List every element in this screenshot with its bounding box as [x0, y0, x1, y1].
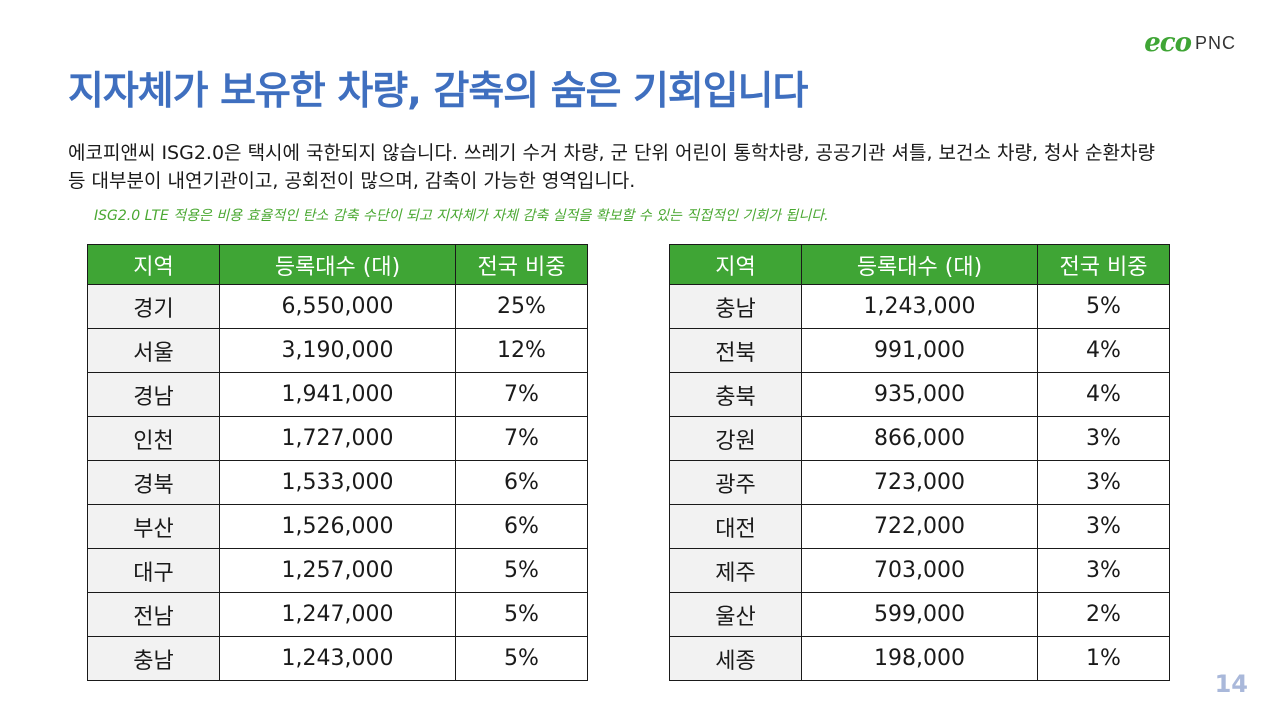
- cell-region: 세종: [669, 636, 802, 681]
- cell-region: 강원: [669, 416, 802, 461]
- table-row: 충남 1,243,000 5%: [87, 636, 588, 681]
- cell-national-share: 25%: [455, 284, 588, 329]
- logo-pnc-text: PNC: [1194, 32, 1236, 53]
- cell-registered-count: 935,000: [801, 372, 1038, 417]
- region-table-left: 지역 등록대수 (대) 전국 비중 경기 6,550,000 25% 서울 3,190,…: [87, 244, 588, 681]
- cell-national-share: 3%: [1037, 548, 1170, 593]
- cell-region: 서울: [87, 328, 220, 373]
- table-row: 광주 723,000 3%: [669, 460, 1170, 505]
- cell-registered-count: 1,533,000: [219, 460, 456, 505]
- cell-region: 부산: [87, 504, 220, 549]
- cell-registered-count: 1,247,000: [219, 592, 456, 637]
- slide-title: 지자체가 보유한 차량, 감축의 숨은 기회입니다: [68, 69, 808, 114]
- cell-national-share: 7%: [455, 416, 588, 461]
- header-national-share: 전국 비중: [455, 244, 588, 285]
- cell-national-share: 7%: [455, 372, 588, 417]
- table-row: 대전 722,000 3%: [669, 504, 1170, 549]
- cell-registered-count: 1,526,000: [219, 504, 456, 549]
- table-row: 전남 1,247,000 5%: [87, 592, 588, 637]
- logo-eco-text: eco: [1144, 28, 1192, 58]
- cell-national-share: 3%: [1037, 416, 1170, 461]
- table-row: 세종 198,000 1%: [669, 636, 1170, 681]
- cell-region: 광주: [669, 460, 802, 505]
- cell-registered-count: 6,550,000: [219, 284, 456, 329]
- cell-registered-count: 703,000: [801, 548, 1038, 593]
- cell-national-share: 2%: [1037, 592, 1170, 637]
- cell-national-share: 5%: [455, 592, 588, 637]
- table-row: 충북 935,000 4%: [669, 372, 1170, 417]
- cell-registered-count: 1,727,000: [219, 416, 456, 461]
- table-row: 경북 1,533,000 6%: [87, 460, 588, 505]
- body-paragraph: 에코피앤씨 ISG2.0은 택시에 국한되지 않습니다. 쓰레기 수거 차량, …: [68, 142, 1155, 192]
- header-registered-count: 등록대수 (대): [219, 244, 456, 285]
- cell-region: 경북: [87, 460, 220, 505]
- table-header-row: 지역 등록대수 (대) 전국 비중: [669, 244, 1170, 285]
- table-row: 강원 866,000 3%: [669, 416, 1170, 461]
- cell-region: 인천: [87, 416, 220, 461]
- cell-region: 울산: [669, 592, 802, 637]
- cell-national-share: 3%: [1037, 504, 1170, 549]
- cell-national-share: 6%: [455, 460, 588, 505]
- cell-national-share: 5%: [455, 548, 588, 593]
- cell-national-share: 4%: [1037, 372, 1170, 417]
- table-row: 충남 1,243,000 5%: [669, 284, 1170, 329]
- cell-national-share: 1%: [1037, 636, 1170, 681]
- header-national-share: 전국 비중: [1037, 244, 1170, 285]
- header-region: 지역: [669, 244, 802, 285]
- table-row: 부산 1,526,000 6%: [87, 504, 588, 549]
- cell-region: 제주: [669, 548, 802, 593]
- table-row: 울산 599,000 2%: [669, 592, 1170, 637]
- cell-registered-count: 722,000: [801, 504, 1038, 549]
- cell-national-share: 6%: [455, 504, 588, 549]
- cell-registered-count: 991,000: [801, 328, 1038, 373]
- cell-national-share: 4%: [1037, 328, 1170, 373]
- cell-region: 전남: [87, 592, 220, 637]
- cell-region: 경기: [87, 284, 220, 329]
- cell-region: 경남: [87, 372, 220, 417]
- cell-national-share: 3%: [1037, 460, 1170, 505]
- cell-registered-count: 3,190,000: [219, 328, 456, 373]
- cell-registered-count: 866,000: [801, 416, 1038, 461]
- cell-region: 대전: [669, 504, 802, 549]
- cell-national-share: 5%: [455, 636, 588, 681]
- table-row: 경기 6,550,000 25%: [87, 284, 588, 329]
- cell-region: 대구: [87, 548, 220, 593]
- cell-registered-count: 1,257,000: [219, 548, 456, 593]
- cell-registered-count: 723,000: [801, 460, 1038, 505]
- region-table-right: 지역 등록대수 (대) 전국 비중 충남 1,243,000 5% 전북 991,000…: [669, 244, 1170, 681]
- cell-registered-count: 1,243,000: [801, 284, 1038, 329]
- cell-region: 전북: [669, 328, 802, 373]
- cell-registered-count: 1,941,000: [219, 372, 456, 417]
- cell-region: 충남: [669, 284, 802, 329]
- table-row: 인천 1,727,000 7%: [87, 416, 588, 461]
- header-region: 지역: [87, 244, 220, 285]
- cell-region: 충북: [669, 372, 802, 417]
- table-row: 제주 703,000 3%: [669, 548, 1170, 593]
- page-number: 14: [1214, 670, 1248, 698]
- cell-registered-count: 599,000: [801, 592, 1038, 637]
- cell-national-share: 5%: [1037, 284, 1170, 329]
- table-row: 전북 991,000 4%: [669, 328, 1170, 373]
- cell-national-share: 12%: [455, 328, 588, 373]
- company-logo: eco PNC: [1144, 28, 1236, 58]
- table-row: 서울 3,190,000 12%: [87, 328, 588, 373]
- table-row: 대구 1,257,000 5%: [87, 548, 588, 593]
- cell-region: 충남: [87, 636, 220, 681]
- table-header-row: 지역 등록대수 (대) 전국 비중: [87, 244, 588, 285]
- cell-registered-count: 1,243,000: [219, 636, 456, 681]
- table-row: 경남 1,941,000 7%: [87, 372, 588, 417]
- highlight-note: ISG2.0 LTE 적용은 비용 효율적인 탄소 감축 수단이 되고 지자체가…: [94, 208, 829, 224]
- header-registered-count: 등록대수 (대): [801, 244, 1038, 285]
- cell-registered-count: 198,000: [801, 636, 1038, 681]
